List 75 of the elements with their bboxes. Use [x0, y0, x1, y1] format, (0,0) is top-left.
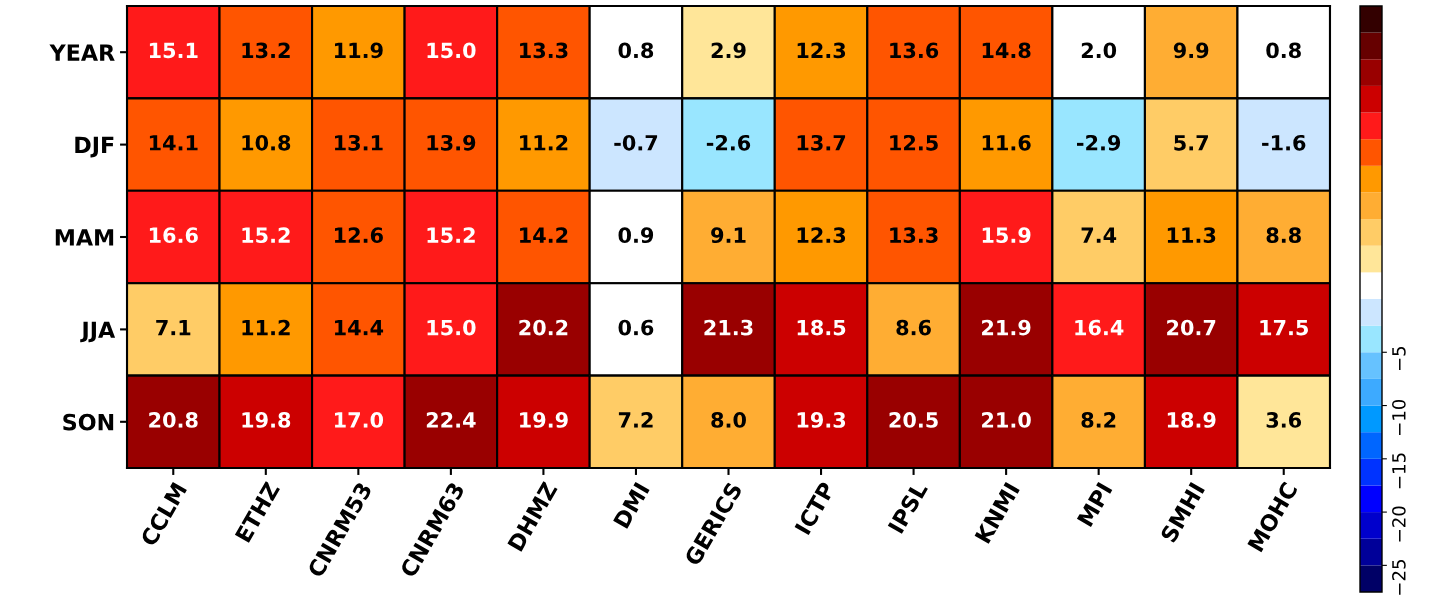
data-label: 14.4 — [335, 319, 384, 336]
data-label: 19.8 — [242, 412, 291, 428]
y-tick-label: SON — [63, 413, 114, 431]
y-tick-label: DJF — [75, 136, 114, 158]
data-label: 11.2 — [520, 134, 568, 151]
data-label: 13.9 — [427, 134, 476, 151]
data-label: 20.8 — [149, 412, 198, 428]
data-label: 5.7 — [1174, 135, 1208, 151]
data-label: 0.9 — [618, 227, 654, 244]
data-label: 16.4 — [1075, 319, 1124, 336]
data-label: 7.4 — [1081, 227, 1117, 243]
data-label: 11.6 — [982, 134, 1031, 151]
data-label: 12.3 — [797, 42, 846, 59]
data-label: 21.0 — [982, 412, 1031, 428]
data-label: 15.1 — [149, 42, 198, 59]
data-label: 11.9 — [335, 42, 383, 59]
data-label: 20.5 — [889, 412, 938, 428]
data-label: 7.1 — [156, 319, 191, 336]
data-label: 8.8 — [1266, 227, 1301, 244]
data-label: 15.2 — [242, 227, 290, 244]
data-label: 12.6 — [335, 227, 383, 244]
data-label: -2.9 — [1077, 134, 1121, 151]
data-label: 11.2 — [242, 319, 290, 336]
data-label: 13.6 — [890, 42, 939, 59]
color-bar-label: −10 — [1392, 399, 1406, 435]
data-label: 0.8 — [618, 42, 654, 59]
data-label: 18.9 — [1167, 412, 1216, 428]
data-label: 0.8 — [1266, 42, 1301, 59]
data-label: 19.3 — [797, 412, 846, 428]
data-label: 0.6 — [618, 319, 654, 336]
data-label: 2.9 — [711, 42, 746, 59]
data-label: 13.2 — [242, 42, 290, 59]
data-label: 20.7 — [1167, 319, 1216, 336]
data-label: 15.9 — [982, 227, 1031, 244]
data-label: 15.0 — [427, 319, 476, 336]
data-label: 13.3 — [890, 227, 938, 244]
y-tick-label: JJA — [80, 321, 116, 343]
data-label: 13.7 — [797, 134, 846, 151]
color-bar-label: −25 — [1392, 560, 1406, 595]
data-label: 14.8 — [982, 42, 1031, 59]
data-label: 13.3 — [520, 42, 568, 59]
data-label: 12.5 — [890, 134, 938, 151]
data-label: 8.0 — [711, 412, 746, 428]
data-label: 18.5 — [797, 319, 846, 336]
data-label: 10.8 — [242, 134, 291, 151]
data-label: 14.2 — [520, 227, 568, 243]
data-label: 13.1 — [335, 134, 383, 151]
data-label: 8.6 — [896, 319, 931, 336]
data-label: 21.3 — [704, 319, 753, 336]
data-label: 16.6 — [149, 227, 198, 244]
y-tick-label: YEAR — [49, 44, 115, 61]
color-bar-label: −5 — [1392, 346, 1406, 371]
data-label: 9.1 — [711, 227, 746, 244]
data-label: 20.2 — [519, 319, 568, 336]
data-label: 8.2 — [1081, 412, 1116, 428]
y-tick-label: MAM — [55, 229, 114, 246]
data-label: -2.6 — [706, 134, 751, 151]
data-label: -0.7 — [614, 134, 658, 151]
data-label: 14.1 — [149, 135, 198, 151]
data-label: 17.5 — [1260, 319, 1308, 336]
data-label: 7.2 — [618, 412, 653, 428]
color-bar-label: −20 — [1392, 506, 1406, 542]
data-label: 19.9 — [520, 412, 568, 428]
data-label: 9.9 — [1173, 42, 1209, 59]
data-label: 22.4 — [426, 412, 476, 428]
data-label: 2.0 — [1081, 42, 1117, 59]
data-label: 21.9 — [982, 319, 1031, 336]
data-label: 15.2 — [427, 227, 475, 244]
data-label: 12.3 — [797, 227, 846, 244]
data-label: -1.6 — [1262, 134, 1306, 151]
data-label: 15.0 — [427, 42, 476, 59]
data-label: 3.6 — [1266, 412, 1302, 428]
color-bar-label: −15 — [1392, 453, 1406, 489]
data-label: 17.0 — [335, 412, 384, 428]
data-label: 11.3 — [1167, 227, 1216, 244]
